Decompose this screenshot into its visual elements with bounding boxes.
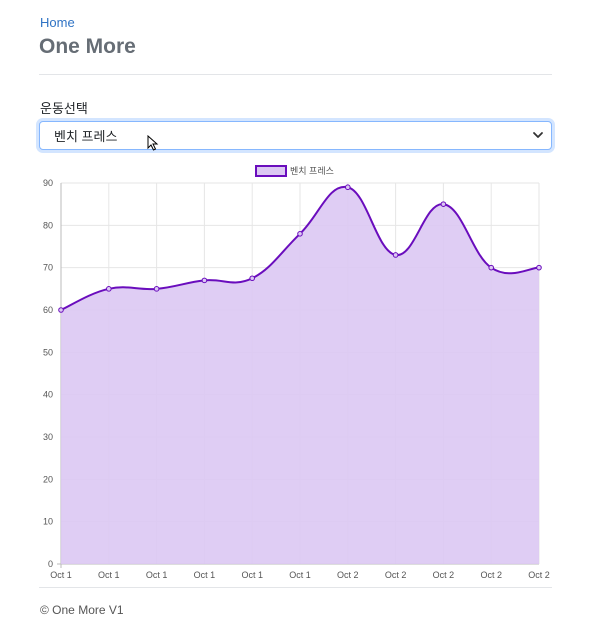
y-tick-label: 50 — [43, 347, 53, 357]
data-point — [345, 184, 351, 191]
chevron-down-icon — [533, 132, 543, 138]
data-point — [201, 277, 208, 284]
mouse-pointer-icon — [147, 135, 159, 151]
exercise-select[interactable]: 벤치 프레스 — [39, 121, 552, 150]
data-point — [249, 275, 255, 282]
x-tick-label: Oct 2 — [480, 570, 502, 580]
data-point — [153, 286, 160, 292]
y-tick-label: 10 — [43, 517, 53, 527]
y-tick-label: 90 — [43, 178, 53, 188]
footer-text: © One More V1 — [40, 603, 124, 617]
data-point — [106, 286, 112, 292]
x-tick-label: Oct 1 — [289, 570, 311, 580]
y-tick-label: 70 — [43, 263, 53, 273]
data-point — [440, 201, 447, 207]
y-tick-label: 20 — [43, 474, 53, 484]
x-tick-label: Oct 1 — [50, 570, 72, 580]
exercise-select-label: 운동선택 — [40, 101, 88, 116]
y-tick-label: 0 — [48, 559, 53, 569]
x-tick-label: Oct 1 — [241, 570, 263, 580]
page-title: One More — [39, 35, 136, 58]
breadcrumb-home-link[interactable]: Home — [40, 15, 75, 30]
y-tick-label: 60 — [43, 305, 53, 315]
exercise-select-value: 벤치 프레스 — [54, 129, 118, 144]
data-point — [58, 307, 64, 313]
x-tick-label: Oct 1 — [98, 570, 120, 580]
y-tick-label: 40 — [43, 390, 53, 400]
line-chart: 0 10 20 30 40 50 60 70 80 90 Oct 1 Oct 1 Oct 1 Oct 1 O… — [43, 165, 550, 580]
x-tick-label: Oct 2 — [337, 570, 359, 580]
x-tick-label: Oct 2 — [385, 570, 407, 580]
series-area — [61, 186, 539, 564]
data-point — [488, 264, 495, 271]
header-divider — [39, 74, 552, 75]
x-tick-label: Oct 1 — [146, 570, 168, 580]
data-point — [392, 252, 399, 258]
legend-swatch — [255, 165, 287, 177]
data-point — [297, 231, 303, 237]
x-tick-label: Oct 2 — [433, 570, 455, 580]
legend-label: 벤치 프레스 — [290, 165, 334, 176]
y-tick-label: 30 — [43, 432, 53, 442]
footer-divider — [39, 587, 552, 588]
x-tick-label: Oct 1 — [194, 570, 216, 580]
series-line — [60, 186, 540, 311]
data-point — [536, 264, 542, 271]
x-tick-label: Oct 2 — [528, 570, 550, 580]
y-tick-label: 80 — [43, 220, 53, 230]
